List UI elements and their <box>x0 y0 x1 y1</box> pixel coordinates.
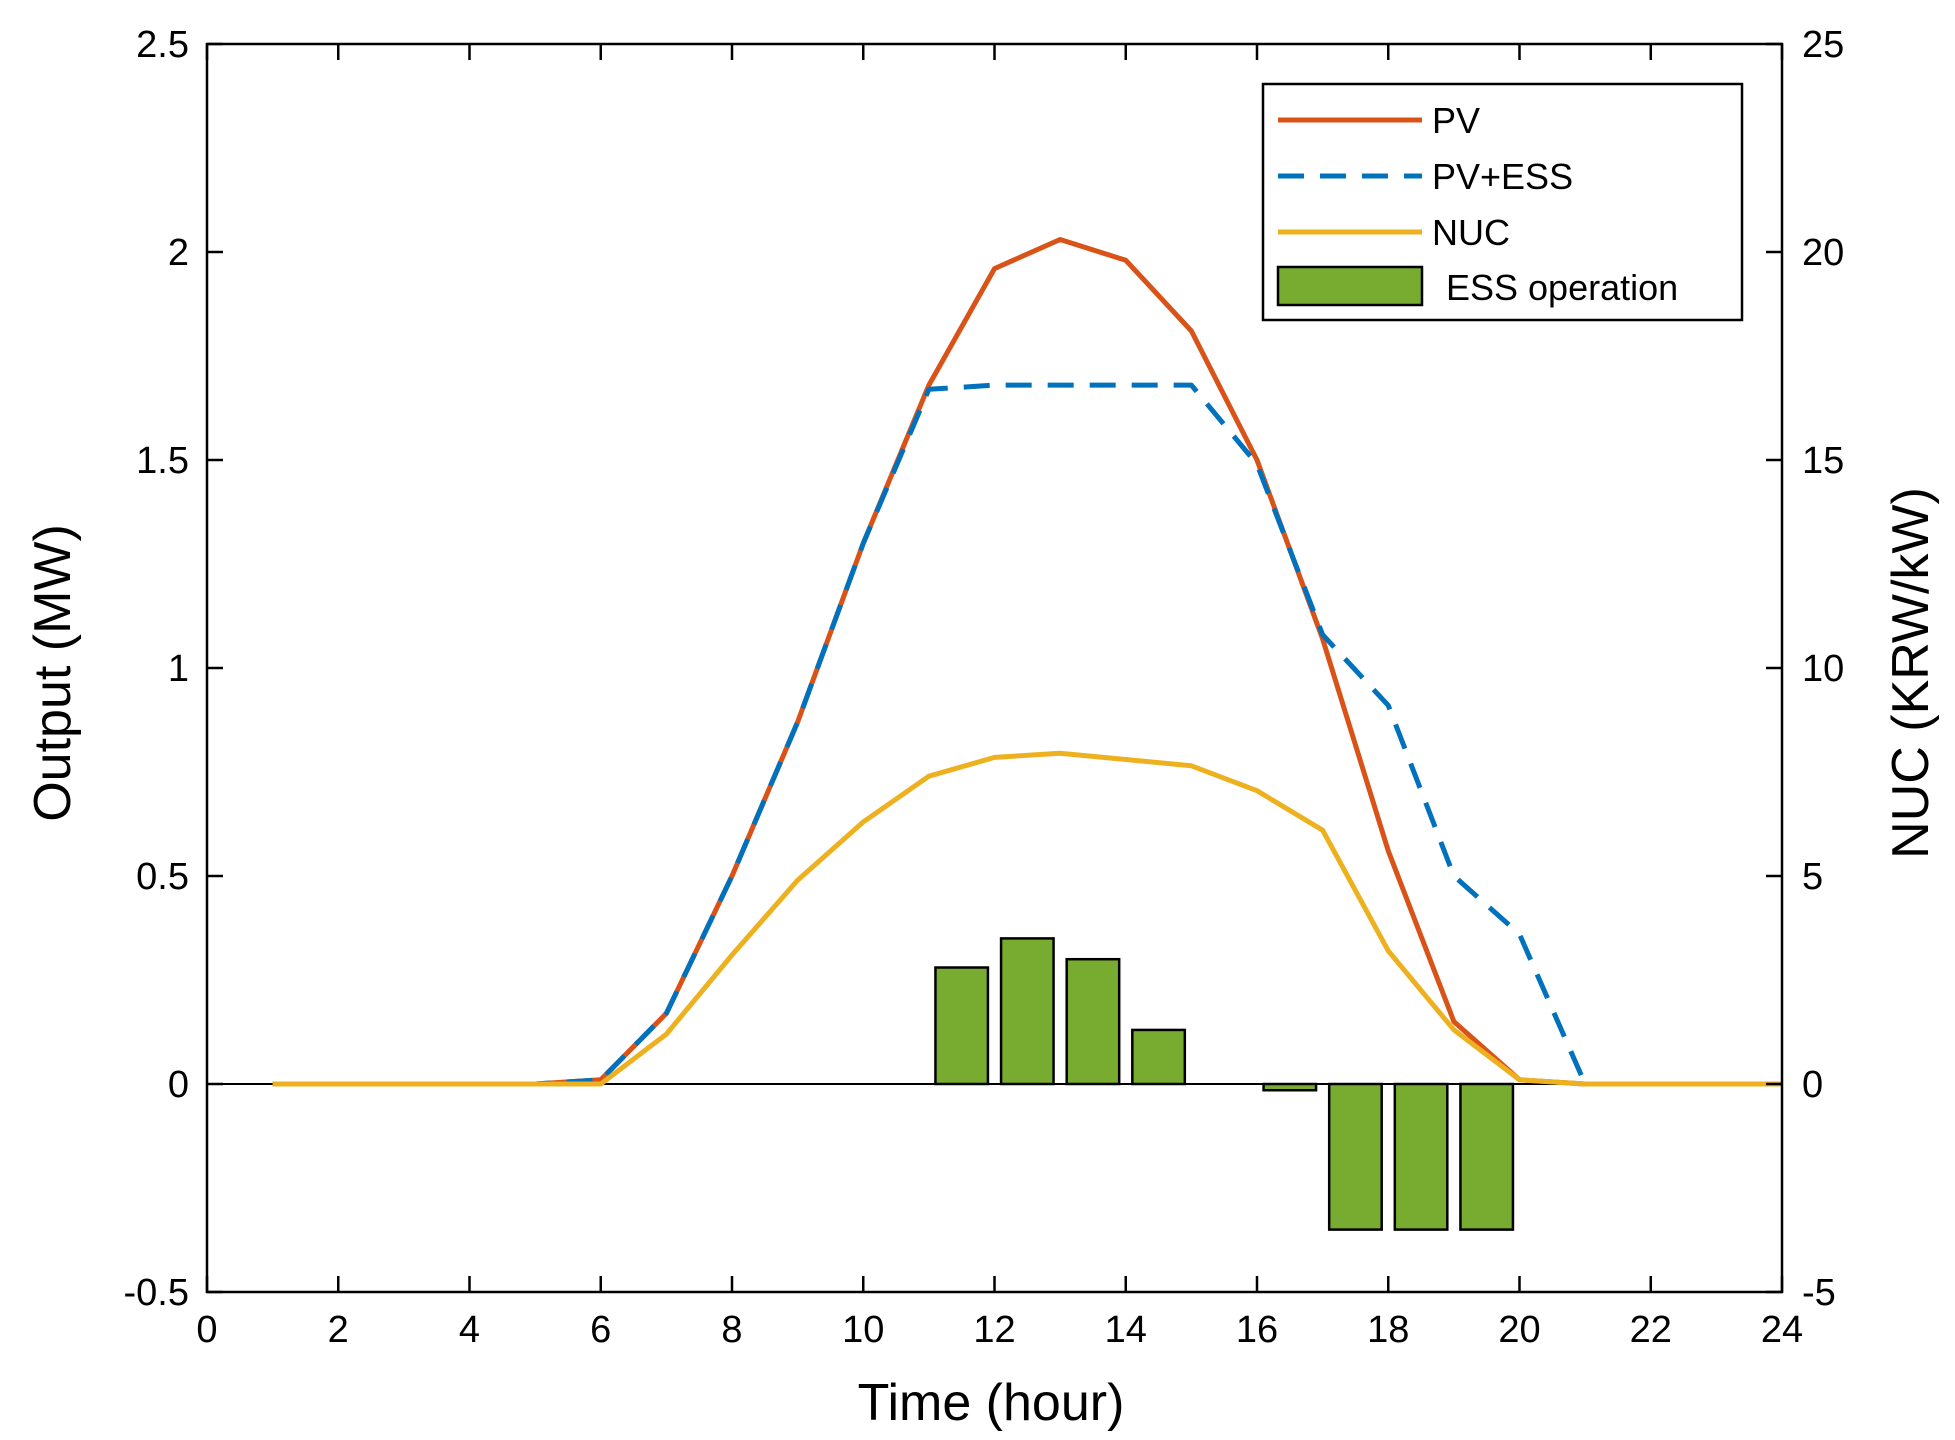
x-axis-title: Time (hour) <box>858 1374 1125 1432</box>
ess-bar-3 <box>1065 957 1121 1086</box>
y-axis-right-title: NUC (KRW/kW) <box>1882 487 1940 859</box>
y-right-tick-label: 5 <box>1802 856 1823 898</box>
y-right-tick-label: 0 <box>1802 1064 1823 1106</box>
y-left-tick-label: 2.5 <box>136 24 189 66</box>
x-tick-label: 20 <box>1498 1309 1540 1351</box>
legend-nuc-label: NUC <box>1432 212 1510 253</box>
ess-bar-7 <box>1393 1082 1449 1231</box>
y-left-tick-label: 1.5 <box>136 440 189 482</box>
y-right-tick-label: 15 <box>1802 440 1844 482</box>
y-left-tick-label: 2 <box>168 232 189 274</box>
legend-ess-label: ESS operation <box>1446 267 1678 308</box>
series-nuc <box>272 750 1782 1087</box>
y-left-tick-label: 1 <box>168 648 189 690</box>
x-tick-label: 8 <box>721 1309 742 1351</box>
y-right-tick-label: 25 <box>1802 24 1844 66</box>
x-tick-label: 2 <box>328 1309 349 1351</box>
x-tick-label: 12 <box>973 1309 1015 1351</box>
x-tick-label: 6 <box>590 1309 611 1351</box>
x-tick-label: 16 <box>1236 1309 1278 1351</box>
x-tick-label: 18 <box>1367 1309 1409 1351</box>
series-pv-ess <box>272 382 1782 1087</box>
x-tick-label: 0 <box>196 1309 217 1351</box>
y-axis-left-title: Output (MW) <box>24 524 82 822</box>
ess-bar-8 <box>1459 1082 1515 1231</box>
legend-pv-ess-label: PV+ESS <box>1432 156 1573 197</box>
x-tick-label: 4 <box>459 1309 480 1351</box>
axes: 0 2 4 6 8 10 12 14 16 18 20 22 24-0.500.511.522.5-50… <box>124 24 1845 1351</box>
plot-area <box>207 237 1782 1231</box>
ess-bar-2 <box>999 937 1055 1086</box>
legend-pv-label: PV <box>1432 100 1480 141</box>
x-tick-label: 10 <box>842 1309 884 1351</box>
x-tick-label: 24 <box>1761 1309 1803 1351</box>
y-left-tick-label: -0.5 <box>124 1272 189 1314</box>
ess-bar-4 <box>1131 1028 1187 1086</box>
ess-bar-6 <box>1327 1082 1383 1231</box>
x-tick-label: 22 <box>1630 1309 1672 1351</box>
y-left-tick-label: 0 <box>168 1064 189 1106</box>
legend-ess-swatch <box>1276 265 1424 307</box>
y-right-tick-label: 20 <box>1802 232 1844 274</box>
y-right-tick-label: -5 <box>1802 1272 1836 1314</box>
legend: PV PV+ESS NUC ESS operation <box>1261 82 1744 322</box>
y-right-tick-label: 10 <box>1802 648 1844 690</box>
ess-bar-1 <box>934 966 990 1086</box>
y-left-tick-label: 0.5 <box>136 856 189 898</box>
x-tick-label: 14 <box>1105 1309 1147 1351</box>
